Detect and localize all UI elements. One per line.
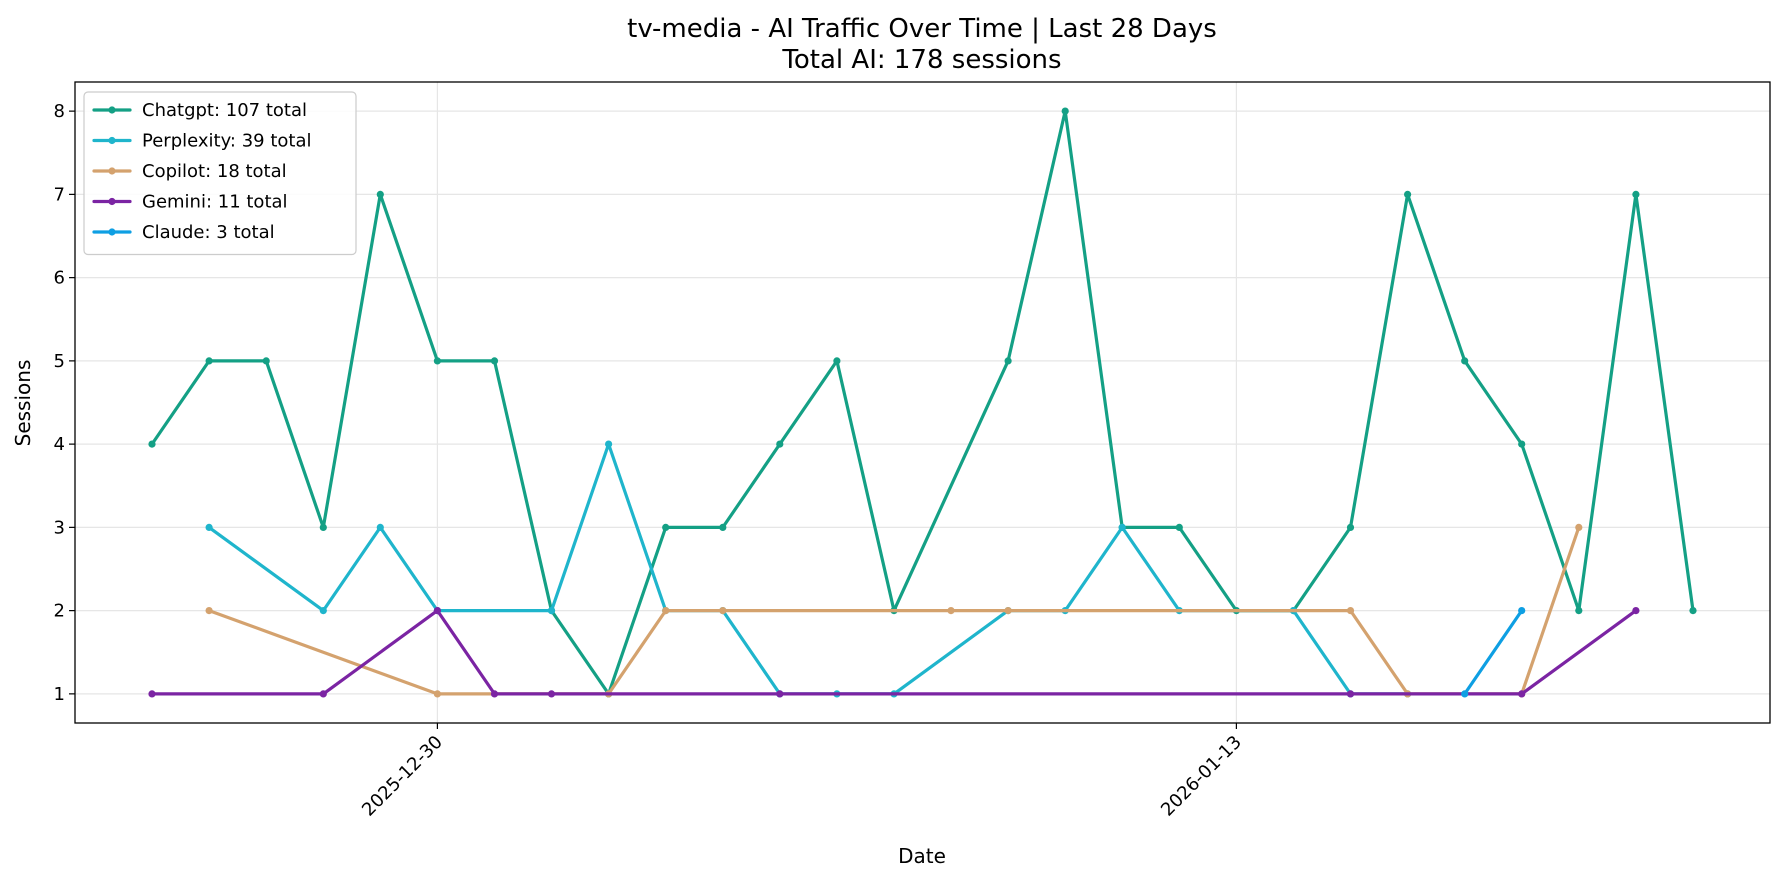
y-axis-label: Sessions: [11, 360, 35, 447]
grid-lines: [75, 82, 1770, 723]
y-tick-label: 4: [54, 434, 65, 455]
plot-frame: [74, 81, 1771, 724]
data-point: [776, 440, 784, 448]
data-point: [1004, 607, 1012, 615]
data-point: [262, 357, 270, 365]
legend-item: Gemini: 11 total: [92, 192, 288, 213]
data-point: [1461, 357, 1469, 365]
series-3: [148, 607, 1640, 698]
data-point: [833, 357, 841, 365]
legend-label: Claude: 3 total: [142, 222, 275, 243]
data-point: [148, 690, 156, 698]
series-line: [1463, 608, 1524, 696]
data-point: [148, 440, 156, 448]
data-point: [319, 523, 327, 532]
data-point: [319, 607, 327, 615]
data-point: [1346, 607, 1355, 615]
data-point: [205, 523, 213, 532]
data-point: [1518, 607, 1526, 615]
legend-label: Perplexity: 39 total: [142, 131, 312, 152]
series-4: [1461, 607, 1526, 698]
series-line: [150, 109, 1695, 696]
y-tick-label: 1: [54, 684, 65, 705]
legend-marker: [108, 136, 116, 145]
data-point: [1632, 190, 1640, 198]
series-line: [150, 608, 1638, 696]
data-point: [433, 607, 441, 615]
data-point: [719, 523, 727, 532]
legend-item: Perplexity: 39 total: [92, 131, 312, 152]
data-point: [205, 607, 213, 615]
series-layer: [148, 107, 1697, 698]
data-point: [605, 440, 613, 448]
data-point: [1632, 607, 1640, 615]
x-axis-label: Date: [898, 844, 946, 868]
data-point: [433, 690, 441, 698]
data-point: [1061, 107, 1069, 115]
y-tick-label: 6: [54, 268, 65, 289]
data-point: [947, 607, 955, 615]
y-tick-label: 8: [54, 101, 65, 122]
data-point: [1346, 523, 1355, 532]
data-point: [1118, 523, 1126, 532]
legend-label: Gemini: 11 total: [142, 192, 288, 213]
legend-item: Copilot: 18 total: [92, 161, 287, 182]
legend-marker: [108, 228, 116, 236]
data-point: [1575, 607, 1583, 615]
legend-label: Chatgpt: 107 total: [142, 100, 307, 121]
legend-box: [83, 91, 357, 256]
chart-title-line1: tv-media - AI Traffic Over Time | Last 2…: [627, 14, 1217, 44]
legend-marker: [108, 197, 116, 206]
data-point: [1689, 607, 1697, 615]
data-point: [1404, 190, 1412, 198]
data-point: [376, 190, 384, 198]
data-point: [776, 690, 784, 698]
data-point: [1518, 440, 1526, 448]
y-tick-label: 3: [54, 517, 65, 538]
data-point: [490, 690, 499, 698]
data-point: [662, 523, 670, 532]
data-point: [319, 690, 327, 698]
legend-marker: [108, 106, 116, 114]
data-point: [1175, 523, 1183, 532]
data-point: [547, 690, 556, 698]
data-point: [1518, 690, 1526, 698]
data-point: [719, 607, 727, 615]
legend-item: Claude: 3 total: [92, 222, 275, 243]
legend-item: Chatgpt: 107 total: [92, 100, 307, 121]
data-point: [205, 357, 213, 365]
x-tick-label: 2025-12-30: [358, 732, 447, 821]
data-point: [1004, 357, 1012, 365]
data-point: [490, 357, 499, 365]
data-point: [433, 357, 441, 365]
legend: Chatgpt: 107 total Perplexity: 39 total Co…: [83, 91, 357, 256]
data-point: [1461, 690, 1469, 698]
series-1: [205, 440, 1412, 698]
data-point: [662, 607, 670, 615]
y-tick-label: 5: [54, 351, 65, 372]
y-tick-label: 2: [54, 601, 65, 622]
chart-title-line2: Total AI: 178 sessions: [781, 45, 1061, 75]
x-tick-label: 2026-01-13: [1157, 732, 1246, 821]
legend-marker: [108, 167, 116, 175]
data-point: [376, 523, 384, 532]
data-point: [547, 607, 556, 615]
y-tick-label: 7: [54, 184, 65, 205]
data-point: [1346, 690, 1355, 698]
data-point: [1575, 523, 1583, 532]
series-line: [207, 442, 1410, 696]
legend-label: Copilot: 18 total: [142, 161, 287, 182]
